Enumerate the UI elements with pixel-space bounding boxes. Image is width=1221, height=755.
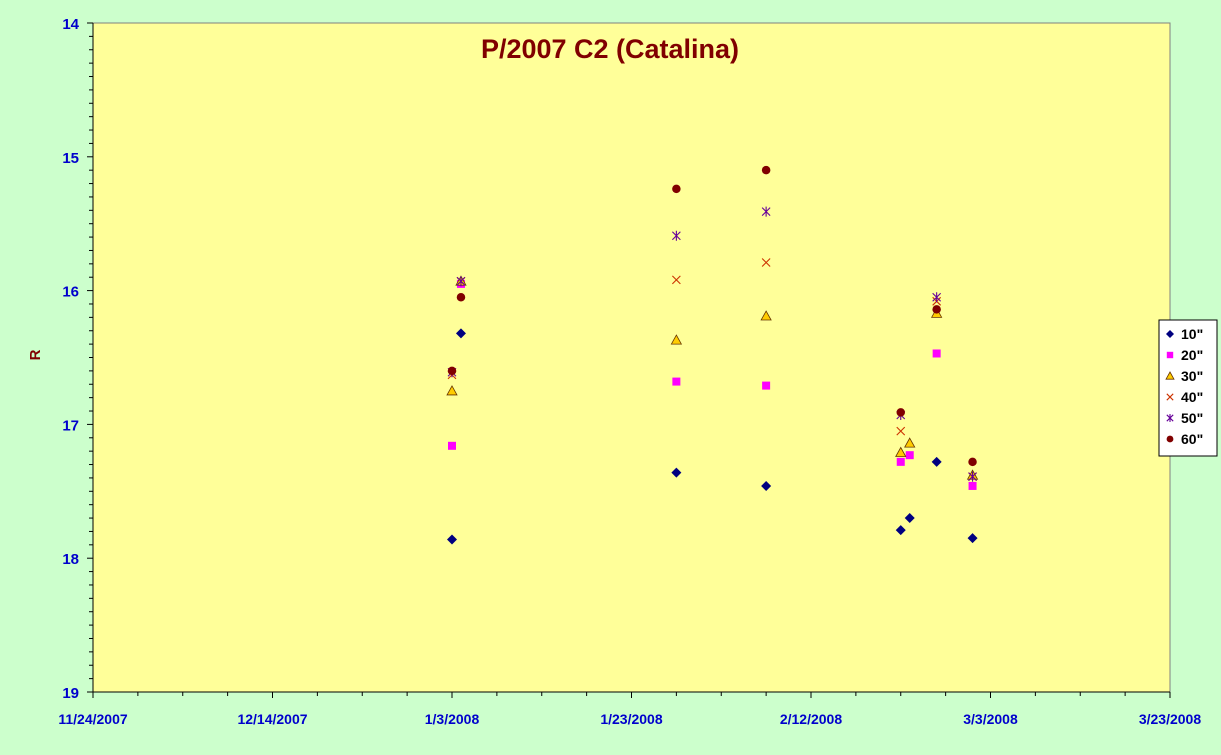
data-point bbox=[456, 276, 466, 287]
x-tick-label: 3/3/2008 bbox=[963, 711, 1018, 727]
data-point bbox=[762, 381, 771, 390]
x-tick-label: 1/3/2008 bbox=[425, 711, 480, 727]
legend-label: 20" bbox=[1181, 347, 1203, 363]
data-point bbox=[896, 408, 905, 417]
legend-marker bbox=[1166, 330, 1174, 338]
data-point bbox=[904, 513, 915, 524]
x-tick-label: 11/24/2007 bbox=[58, 711, 128, 727]
data-point bbox=[896, 426, 906, 436]
data-point bbox=[905, 451, 914, 460]
data-point bbox=[967, 533, 978, 544]
x-tick-label: 3/23/2008 bbox=[1139, 711, 1201, 727]
y-tick-label: 17 bbox=[62, 417, 79, 434]
data-point bbox=[672, 184, 681, 194]
legend-item: 50" bbox=[1166, 410, 1203, 426]
data-point bbox=[968, 481, 977, 490]
data-point bbox=[895, 525, 906, 536]
legend-item: 10" bbox=[1166, 326, 1203, 342]
data-point bbox=[968, 457, 977, 467]
legend-marker bbox=[1166, 414, 1174, 422]
x-tick-label: 2/12/2008 bbox=[780, 711, 842, 727]
data-point bbox=[456, 293, 466, 302]
y-tick-labels: 14 15 16 17 18 19 bbox=[62, 16, 79, 702]
legend-label: 40" bbox=[1181, 389, 1203, 405]
x-tick-labels: 11/24/2007 12/14/2007 1/3/2008 1/23/2008 2/1… bbox=[58, 711, 1201, 727]
legend-label: 30" bbox=[1181, 368, 1203, 384]
plot-area bbox=[92, 22, 1171, 693]
data-point bbox=[671, 275, 681, 285]
data-point bbox=[932, 305, 941, 314]
data-point bbox=[672, 377, 681, 386]
data-point bbox=[446, 385, 458, 396]
legend-marker bbox=[1165, 371, 1175, 380]
y-tick-label: 19 bbox=[62, 685, 79, 702]
legend-box bbox=[1158, 319, 1218, 457]
data-point bbox=[455, 328, 466, 339]
legend-item: 30" bbox=[1165, 368, 1203, 384]
data-point bbox=[761, 480, 772, 491]
legend-label: 10" bbox=[1181, 326, 1203, 342]
data-points bbox=[446, 165, 979, 545]
legend-label: 60" bbox=[1181, 431, 1203, 447]
legend-item: 60" bbox=[1166, 431, 1203, 447]
legend-item: 20" bbox=[1166, 347, 1203, 363]
series-1 bbox=[447, 328, 978, 545]
data-point bbox=[932, 349, 941, 358]
legend: 10" 20" 30" 40" 50" 60" bbox=[1158, 319, 1218, 457]
y-tick-label: 14 bbox=[62, 16, 79, 33]
data-point bbox=[895, 446, 907, 457]
data-point bbox=[448, 441, 456, 450]
data-point bbox=[931, 456, 942, 467]
data-point bbox=[761, 165, 771, 175]
data-point bbox=[671, 230, 681, 241]
minor-ticks bbox=[87, 22, 1171, 698]
legend-marker bbox=[1166, 435, 1174, 443]
data-point bbox=[761, 258, 771, 267]
data-point bbox=[447, 534, 457, 545]
data-point bbox=[447, 366, 457, 376]
legend-marker bbox=[1166, 351, 1174, 359]
data-point bbox=[671, 467, 682, 478]
y-tick-label: 18 bbox=[62, 551, 79, 568]
y-tick-label: 16 bbox=[62, 284, 79, 301]
x-tick-label: 1/23/2008 bbox=[600, 711, 662, 727]
x-tick-label: 12/14/2007 bbox=[237, 711, 307, 727]
legend-marker bbox=[1166, 393, 1174, 401]
data-point bbox=[761, 206, 771, 217]
y-tick-label: 15 bbox=[62, 150, 79, 167]
data-point bbox=[932, 292, 942, 303]
axes bbox=[92, 23, 1170, 693]
legend-label: 50" bbox=[1181, 410, 1203, 426]
data-point bbox=[896, 457, 905, 466]
data-point bbox=[670, 334, 683, 345]
y-axis-label: R bbox=[27, 349, 44, 360]
data-point bbox=[904, 437, 916, 448]
chart-title: P/2007 C2 (Catalina) bbox=[481, 34, 739, 64]
data-point bbox=[968, 471, 977, 482]
series-6 bbox=[447, 165, 977, 467]
legend-item: 40" bbox=[1166, 389, 1203, 405]
data-point bbox=[760, 310, 772, 321]
